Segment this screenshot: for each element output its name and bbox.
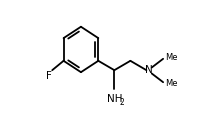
Text: 2: 2 (119, 98, 124, 107)
Text: NH: NH (107, 94, 122, 104)
Text: N: N (145, 65, 153, 75)
Text: Me: Me (165, 79, 178, 88)
Text: Me: Me (165, 53, 178, 62)
Text: F: F (46, 70, 51, 80)
